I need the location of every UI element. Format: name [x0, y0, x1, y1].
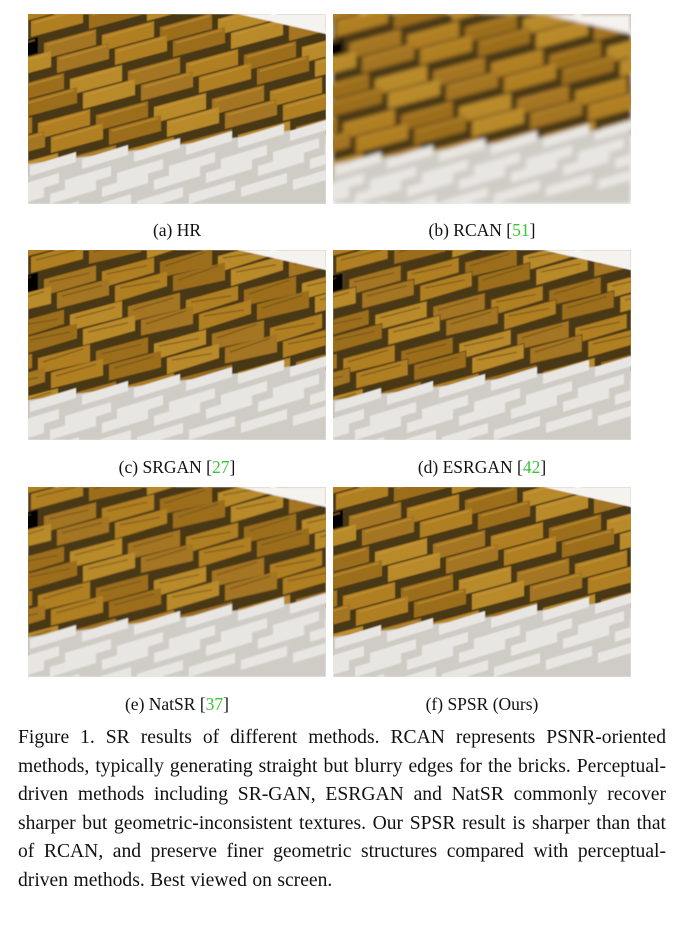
caption-e-text: (e) NatSR [: [124, 694, 206, 714]
panel-d-esrgan: [333, 250, 631, 440]
caption-c-ref[interactable]: 27: [212, 457, 230, 477]
caption-b-ref[interactable]: 51: [512, 220, 530, 240]
caption-e-ref[interactable]: 37: [205, 694, 224, 714]
panel-a-hr: [28, 14, 326, 204]
brick-image-spsr: [333, 487, 631, 677]
panel-b-rcan: [333, 14, 631, 204]
caption-c-text: (c) SRGAN [: [118, 457, 212, 477]
caption-d-ref[interactable]: 42: [522, 457, 541, 477]
brick-image-rcan: [333, 14, 631, 204]
caption-e: (e) NatSR [37]: [124, 694, 229, 714]
figure-caption: Figure 1. SR results of different method…: [18, 727, 666, 891]
brick-image-hr: [28, 14, 326, 204]
caption-f: (f) SPSR (Ours): [333, 693, 631, 715]
brick-image-esrgan: [333, 250, 631, 440]
caption-f-text: (f) SPSR (Ours): [425, 694, 539, 714]
caption-b-text: (b) RCAN [: [428, 220, 513, 240]
caption-b: (b) RCAN [51]: [428, 220, 536, 240]
caption-a-text: (a) HR: [152, 220, 202, 240]
panel-e-natsr: [28, 487, 326, 677]
caption-a: (a) HR: [28, 219, 326, 241]
brick-image-natsr: [28, 487, 326, 677]
caption-d: (d) ESRGAN [42]: [417, 457, 547, 477]
panel-c-srgan: [28, 250, 326, 440]
panel-f-spsr: [333, 487, 631, 677]
caption-c: (c) SRGAN [27]: [118, 457, 236, 477]
caption-d-text: (d) ESRGAN [: [417, 457, 523, 477]
brick-image-srgan: [28, 250, 326, 440]
